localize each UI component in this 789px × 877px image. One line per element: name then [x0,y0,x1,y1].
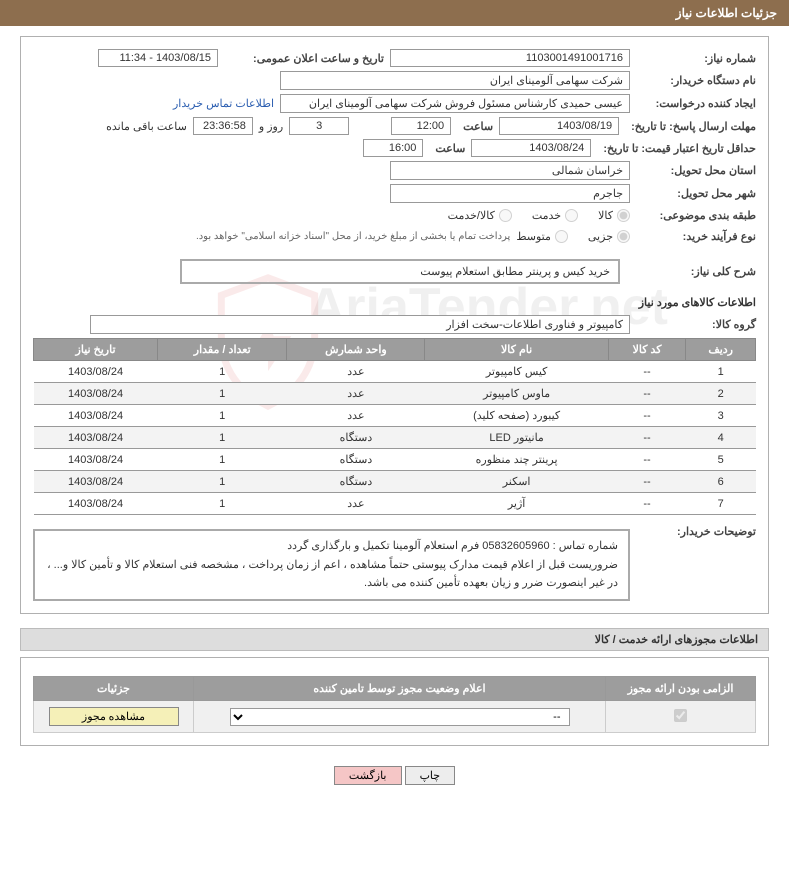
permit-col: جزئیات [34,677,194,701]
cat-o2-radio[interactable] [565,209,578,222]
requester-value: عیسی حمیدی کارشناس مسئول فروش شرکت سهامی… [280,94,630,113]
items-col: واحد شمارش [287,339,425,361]
deadline-days-word: روز و [259,120,283,133]
table-row: 3--کیبورد (صفحه کلید)عدد11403/08/24 [34,405,756,427]
proc-o2[interactable]: متوسط [516,230,568,243]
table-row: 6--اسکنردستگاه11403/08/24 [34,471,756,493]
table-row: 1--کیس کامپیوترعدد11403/08/24 [34,361,756,383]
province-label: استان محل تحویل: [636,162,756,179]
cat-o1[interactable]: کالا [598,209,630,222]
permits-section-title: اطلاعات مجوزهای ارائه خدمت / کالا [20,628,769,651]
need-no-label: شماره نیاز: [636,50,756,67]
cat-o1-radio[interactable] [617,209,630,222]
category-radios: کالا خدمت کالا/خدمت [448,209,630,222]
items-table: ردیفکد کالانام کالاواحد شمارشتعداد / مقد… [33,338,756,515]
buyer-desc-value: شماره تماس : 05832605960 فرم استعلام آلو… [33,529,630,601]
print-button[interactable]: چاپ [405,766,456,785]
buyer-org-value: شرکت سهامی آلومینای ایران [280,71,630,90]
process-radios: جزیی متوسط [516,230,630,243]
table-row: 7--آژیرعدد11403/08/24 [34,493,756,515]
category-label: طبقه بندی موضوعی: [636,207,756,224]
deadline-remain: ساعت باقی مانده [106,120,187,133]
requester-label: ایجاد کننده درخواست: [636,95,756,112]
validity-time-lbl: ساعت [429,140,465,157]
deadline-days: 3 [289,117,349,135]
table-row: 5--پرینتر چند منظورهدستگاه11403/08/24 [34,449,756,471]
desc-value: خرید کیس و پرینتر مطابق استعلام پیوست [180,259,620,284]
proc-o2-radio[interactable] [555,230,568,243]
permits-table: الزامی بودن ارائه مجوزاعلام وضعیت مجوز ت… [33,676,756,733]
validity-time: 16:00 [363,139,423,157]
back-button[interactable]: بازگشت [334,766,402,785]
table-row: 4--مانیتور LEDدستگاه11403/08/24 [34,427,756,449]
page-header: جزئیات اطلاعات نیاز [0,0,789,26]
permit-required-checkbox[interactable] [674,709,687,722]
city-value: جاجرم [390,184,630,203]
deadline-label: مهلت ارسال پاسخ: تا تاریخ: [625,118,756,135]
details-panel: AriaTender.net شماره نیاز: 1103001491001… [20,36,769,614]
process-note: پرداخت تمام یا بخشی از مبلغ خرید، از محل… [196,231,510,242]
items-col: ردیف [686,339,756,361]
permit-status-select[interactable]: -- [230,708,570,726]
footer-buttons: چاپ بازگشت [0,756,789,801]
deadline-time-lbl: ساعت [457,118,493,135]
items-header: اطلاعات کالاهای مورد نیاز [33,296,756,309]
group-label: گروه کالا: [636,316,756,333]
desc-label: شرح کلی نیاز: [636,263,756,280]
announce-value: 1403/08/15 - 11:34 [98,49,218,67]
proc-o1-radio[interactable] [617,230,630,243]
validity-label: حداقل تاریخ اعتبار قیمت: تا تاریخ: [597,140,756,157]
contact-link[interactable]: اطلاعات تماس خریدار [173,97,274,110]
permits-panel: الزامی بودن ارائه مجوزاعلام وضعیت مجوز ت… [20,657,769,746]
validity-date: 1403/08/24 [471,139,591,157]
cat-o2[interactable]: خدمت [532,209,578,222]
deadline-date: 1403/08/19 [499,117,619,135]
announce-label: تاریخ و ساعت اعلان عمومی: [224,50,384,67]
cat-o3[interactable]: کالا/خدمت [448,209,512,222]
permit-row: -- مشاهده مجوز [34,701,756,733]
buyer-desc-label: توضیحات خریدار: [636,523,756,540]
deadline-time: 12:00 [391,117,451,135]
process-label: نوع فرآیند خرید: [636,228,756,245]
page-title: جزئیات اطلاعات نیاز [676,6,777,20]
items-col: تاریخ نیاز [34,339,158,361]
items-col: کد کالا [608,339,686,361]
cat-o3-radio[interactable] [499,209,512,222]
province-value: خراسان شمالی [390,161,630,180]
proc-o1[interactable]: جزیی [588,230,630,243]
need-no-value: 1103001491001716 [390,49,630,67]
items-col: تعداد / مقدار [158,339,287,361]
city-label: شهر محل تحویل: [636,185,756,202]
items-col: نام کالا [425,339,608,361]
group-value: کامپیوتر و فناوری اطلاعات-سخت افزار [90,315,630,334]
buyer-org-label: نام دستگاه خریدار: [636,72,756,89]
deadline-countdown: 23:36:58 [193,117,253,135]
permit-col: الزامی بودن ارائه مجوز [606,677,756,701]
view-permit-button[interactable]: مشاهده مجوز [49,707,179,726]
permit-col: اعلام وضعیت مجوز توسط تامین کننده [194,677,606,701]
table-row: 2--ماوس کامپیوترعدد11403/08/24 [34,383,756,405]
